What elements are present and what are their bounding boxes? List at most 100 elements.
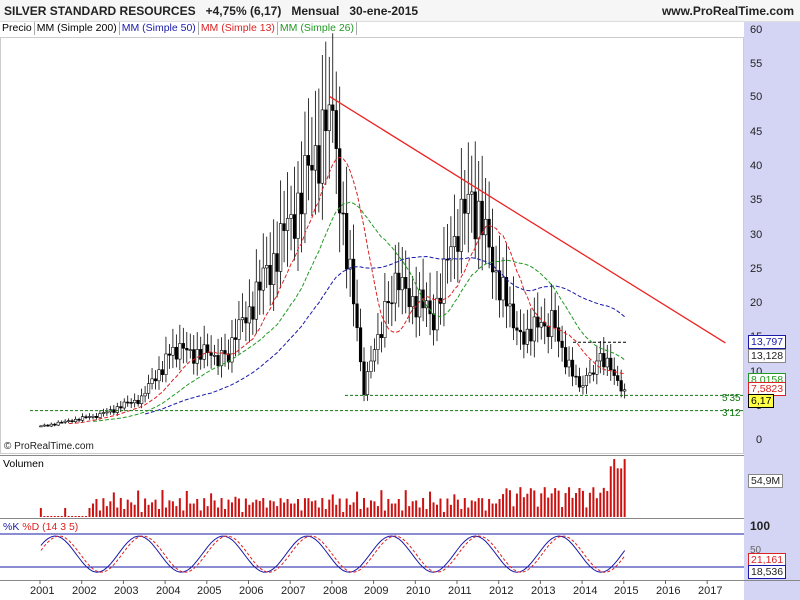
candle-body (563, 347, 568, 368)
volume-bar (467, 507, 470, 517)
year-label: 2007 (281, 585, 306, 597)
axis-tick: 45 (750, 126, 763, 138)
candle-body (518, 329, 522, 333)
candle-body (525, 328, 529, 345)
candle-body (331, 104, 335, 111)
candle-body (306, 155, 311, 166)
candle-body (442, 258, 446, 304)
candle-body (595, 360, 599, 375)
legend-ma26[interactable]: MM (Simple 26) (278, 22, 358, 35)
candle-body (296, 192, 300, 239)
volume-bar (422, 498, 425, 517)
volume-bar (276, 506, 279, 517)
volume-bar (401, 510, 404, 517)
candle-body (39, 425, 43, 428)
volume-bar (74, 516, 77, 517)
axis-tick: 35 (750, 194, 763, 206)
volume-bar (220, 498, 223, 517)
year-label: 2002 (72, 585, 97, 597)
year-label: 2012 (489, 585, 514, 597)
legend-ma13[interactable]: MM (Simple 13) (199, 22, 278, 35)
volume-bar (95, 498, 98, 517)
site-label[interactable]: www.ProRealTime.com (661, 4, 794, 18)
volume-bar (164, 507, 167, 517)
volume-bar (369, 500, 372, 517)
candle-body (272, 253, 276, 285)
candle-body (42, 424, 46, 427)
candle-body (98, 413, 102, 418)
volume-bar (463, 498, 466, 517)
period-label: Mensual (291, 4, 340, 18)
volume-bar (303, 498, 306, 517)
legend-price[interactable]: Precio (0, 22, 35, 35)
volume-bar (363, 498, 366, 517)
volume-bar (269, 500, 272, 517)
volume-bar (491, 503, 494, 517)
stoch-axis-50: 50 (750, 545, 762, 556)
volume-bar (64, 508, 67, 517)
indicator-legend: Precio MM (Simple 200) MM (Simple 50) MM (S… (0, 22, 358, 36)
volume-bar (585, 507, 588, 517)
stoch-k-label: %K (3, 521, 20, 533)
volume-bar (196, 499, 199, 517)
year-label: 2006 (239, 585, 264, 597)
candle-body (567, 359, 571, 368)
candle-body (240, 317, 245, 321)
candle-body (87, 416, 92, 418)
volume-bar (126, 499, 129, 517)
volume-bar (449, 504, 452, 517)
legend-ma200[interactable]: MM (Simple 200) (35, 22, 120, 35)
volume-bar (515, 493, 518, 517)
volume-bar (484, 510, 487, 517)
candle-body (146, 383, 151, 394)
candle-body (129, 402, 133, 404)
candle-body (251, 306, 255, 320)
volume-bar (602, 487, 605, 517)
volume-bar (571, 497, 574, 517)
volume-bar (144, 498, 147, 517)
volume-bar (387, 498, 390, 517)
volume-bar (39, 508, 42, 517)
candle-body (570, 359, 575, 377)
volume-bar (46, 516, 49, 517)
volume-bar (192, 503, 195, 517)
candle-body (101, 412, 105, 414)
volume-bar (356, 491, 359, 517)
volume-bar (234, 496, 237, 517)
volume-bar (522, 497, 525, 517)
candle-body (105, 411, 109, 414)
volume-bar (290, 503, 293, 517)
candle-body (46, 424, 50, 427)
year-label: 2017 (698, 585, 723, 597)
candle-body (206, 344, 210, 353)
candle-body (282, 223, 286, 231)
candle-body (480, 200, 484, 236)
year-label: 2003 (114, 585, 139, 597)
candle-body (317, 145, 321, 184)
volume-bar (154, 499, 157, 517)
volume-bar (119, 498, 122, 517)
stoch-d-line (40, 535, 626, 573)
candle-body (49, 423, 53, 427)
volume-bar (595, 498, 598, 517)
candle-body (91, 416, 95, 418)
price-axis-panel[interactable] (744, 22, 800, 600)
candle-body (94, 416, 99, 418)
year-label: 2001 (30, 585, 55, 597)
candle-body (213, 355, 217, 357)
volume-bar (43, 516, 46, 517)
volume-bar (279, 498, 282, 517)
year-label: 2013 (531, 585, 556, 597)
legend-ma50[interactable]: MM (Simple 50) (120, 22, 199, 35)
candle-body (490, 246, 495, 273)
candle-body (258, 281, 262, 291)
candle-body (504, 277, 509, 307)
axis-tick: 25 (750, 263, 763, 275)
volume-bar (498, 499, 501, 517)
axis-tick: 55 (750, 58, 763, 70)
ma50-tag: 13,797 (748, 335, 787, 349)
volume-bar (338, 498, 341, 517)
candle-body (247, 306, 251, 324)
volume-bar (474, 501, 477, 517)
